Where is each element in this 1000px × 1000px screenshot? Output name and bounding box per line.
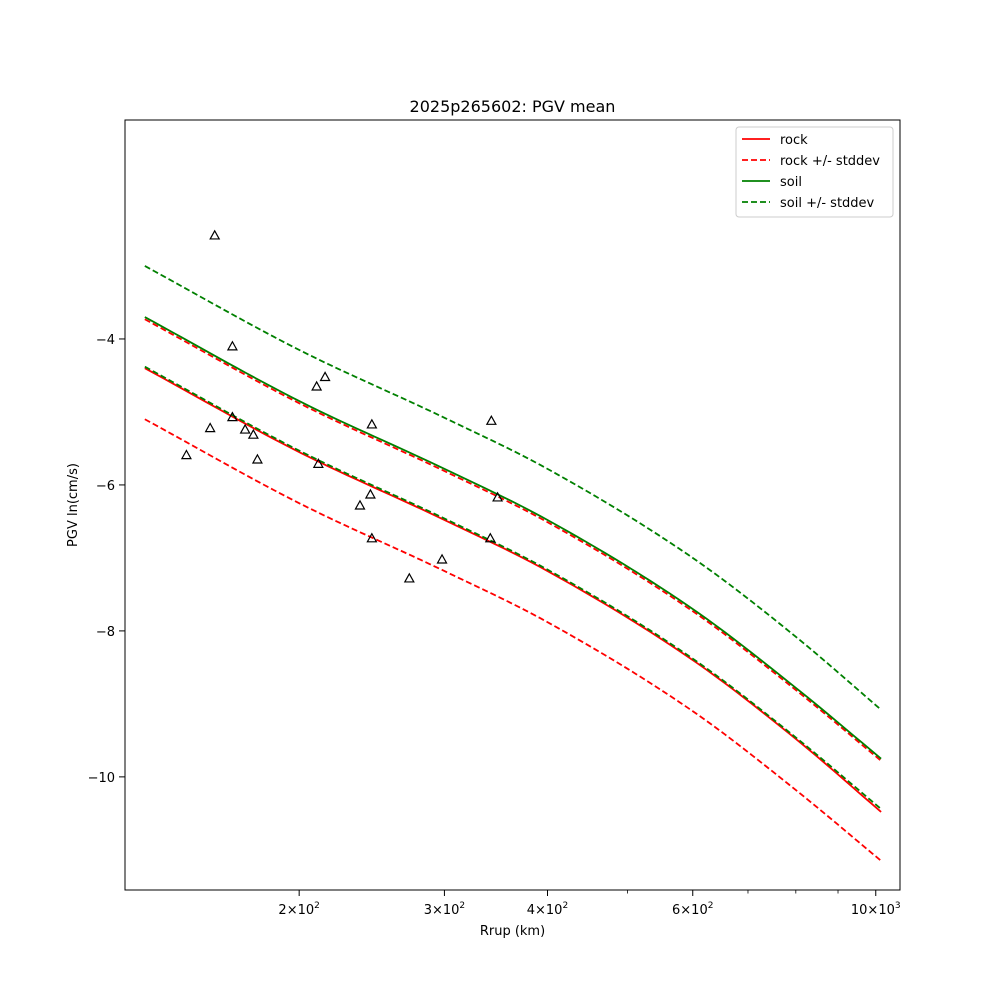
x-tick-label: 10×103 <box>851 901 901 918</box>
scatter-point <box>226 411 238 422</box>
scatter-point <box>492 491 504 502</box>
legend-label: soil +/- stddev <box>780 196 875 211</box>
series-line-soil-stddev <box>144 265 882 711</box>
scatter-point <box>364 488 376 499</box>
legend-label: rock <box>780 133 808 148</box>
scatter-point <box>247 428 259 439</box>
scatter-point <box>226 340 238 351</box>
scatter-point <box>485 414 497 425</box>
x-tick-label: 3×102 <box>424 901 465 918</box>
y-tick-label: −8 <box>96 625 115 640</box>
chart-title: 2025p265602: PGV mean <box>410 97 616 116</box>
scatter-point <box>180 449 192 460</box>
x-axis-label: Rrup (km) <box>480 924 545 939</box>
x-axis: 2×102 3×102 4×102 6×102 10×103 <box>278 890 901 918</box>
legend-label: soil <box>780 175 802 190</box>
scatter-point <box>403 572 415 583</box>
series-line-soil <box>144 316 882 760</box>
y-tick-label: −4 <box>96 333 115 348</box>
scatter-point <box>311 380 323 391</box>
scatter-point <box>319 371 331 382</box>
scatter-point <box>312 458 324 468</box>
plot-frame <box>124 119 901 891</box>
x-tick-label: 4×102 <box>527 901 568 918</box>
scatter-point <box>209 229 221 240</box>
scatter-point <box>354 499 366 510</box>
x-tick-label: 6×102 <box>672 901 713 918</box>
legend-label: rock +/- stddev <box>780 154 880 169</box>
series-line-rock <box>144 367 882 813</box>
scatter-point <box>366 532 378 543</box>
series-line-rock-stddev <box>144 418 882 862</box>
scatter-point <box>251 453 263 464</box>
scatter-point <box>204 422 216 433</box>
series-layer <box>144 265 882 862</box>
legend-box <box>735 126 894 218</box>
scatter-layer <box>180 229 504 583</box>
series-line-band-4 <box>144 365 882 810</box>
scatter-point <box>366 418 378 429</box>
y-tick-label: −10 <box>88 771 115 786</box>
legend: rock rock +/- stddev soil soil +/- stddev <box>735 126 894 218</box>
scatter-point <box>436 553 448 564</box>
scatter-point <box>239 423 251 434</box>
y-axis-label: PGV ln(cm/s) <box>66 463 81 547</box>
scatter-point <box>484 532 496 543</box>
series-line-band-1 <box>144 318 882 762</box>
x-tick-label: 2×102 <box>278 901 319 918</box>
y-tick-label: −6 <box>96 479 115 494</box>
y-axis: −4 −6 −8 −10 <box>88 333 125 786</box>
